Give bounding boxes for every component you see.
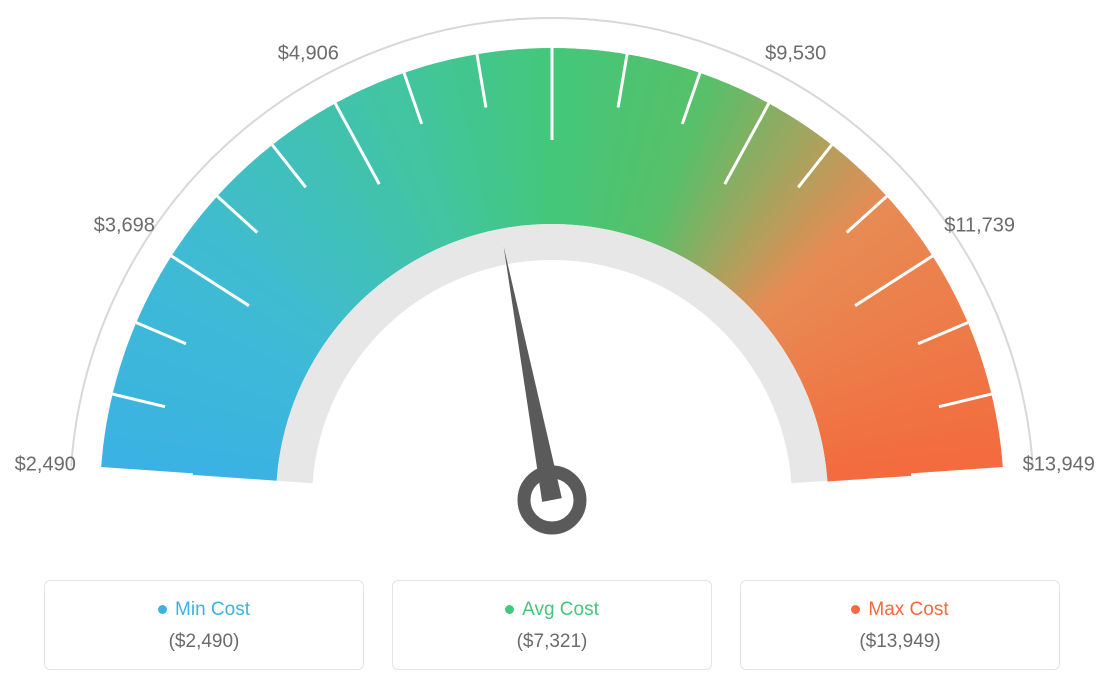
legend-dot-max <box>851 605 860 614</box>
gauge-tick-label: $7,321 <box>521 0 582 4</box>
gauge-tick-label: $11,739 <box>944 214 1015 237</box>
gauge-tick-label: $4,906 <box>278 43 339 66</box>
legend-dot-min <box>158 605 167 614</box>
gauge-tick-label: $3,698 <box>94 214 155 237</box>
legend-row: Min Cost ($2,490) Avg Cost ($7,321) Max … <box>0 580 1104 670</box>
legend-title-avg: Avg Cost <box>403 599 701 621</box>
legend-dot-avg <box>505 605 514 614</box>
gauge-tick-label: $9,530 <box>765 43 826 66</box>
legend-card-max: Max Cost ($13,949) <box>740 580 1060 670</box>
gauge-tick-label: $2,490 <box>15 453 76 476</box>
gauge-tick-label: $13,949 <box>1023 453 1095 476</box>
legend-label-max: Max Cost <box>868 599 948 620</box>
legend-value-max: ($13,949) <box>751 631 1049 653</box>
gauge-svg <box>0 0 1104 560</box>
legend-label-avg: Avg Cost <box>522 599 599 620</box>
gauge-chart: $2,490 $3,698 $4,906 $7,321 $9,530 $11,739 $13… <box>0 0 1104 560</box>
legend-card-avg: Avg Cost ($7,321) <box>392 580 712 670</box>
legend-title-min: Min Cost <box>55 599 353 621</box>
legend-value-avg: ($7,321) <box>403 631 701 653</box>
legend-value-min: ($2,490) <box>55 631 353 653</box>
legend-label-min: Min Cost <box>175 599 250 620</box>
legend-title-max: Max Cost <box>751 599 1049 621</box>
legend-card-min: Min Cost ($2,490) <box>44 580 364 670</box>
